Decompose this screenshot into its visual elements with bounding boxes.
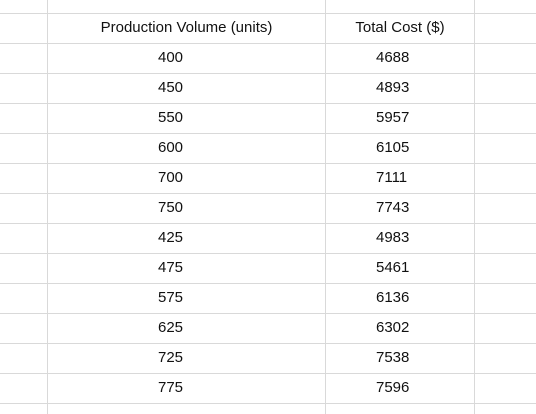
cell-total-cost[interactable]: 6302 xyxy=(376,319,410,336)
row-divider xyxy=(0,283,536,284)
header-production-volume[interactable]: Production Volume (units) xyxy=(100,19,273,36)
cell-production-volume[interactable]: 700 xyxy=(158,169,184,186)
row-divider xyxy=(0,73,536,74)
cell-total-cost[interactable]: 7743 xyxy=(376,199,410,216)
row-divider xyxy=(0,193,536,194)
column-divider xyxy=(474,0,475,414)
cell-total-cost[interactable]: 4688 xyxy=(376,49,410,66)
row-divider xyxy=(0,163,536,164)
cell-production-volume[interactable]: 400 xyxy=(158,49,184,66)
cell-total-cost[interactable]: 4893 xyxy=(376,79,410,96)
cell-production-volume[interactable]: 575 xyxy=(158,289,184,306)
cell-total-cost[interactable]: 6105 xyxy=(376,139,410,156)
cell-production-volume[interactable]: 425 xyxy=(158,229,184,246)
cell-total-cost[interactable]: 7538 xyxy=(376,349,410,366)
cell-production-volume[interactable]: 450 xyxy=(158,79,184,96)
row-divider xyxy=(0,103,536,104)
cell-production-volume[interactable]: 550 xyxy=(158,109,184,126)
row-divider xyxy=(0,253,536,254)
cell-total-cost[interactable]: 4983 xyxy=(376,229,410,246)
cell-total-cost[interactable]: 7596 xyxy=(376,379,410,396)
row-divider xyxy=(0,343,536,344)
cell-production-volume[interactable]: 600 xyxy=(158,139,184,156)
header-total-cost[interactable]: Total Cost ($) xyxy=(355,19,445,36)
cell-production-volume[interactable]: 775 xyxy=(158,379,184,396)
row-divider xyxy=(0,403,536,404)
cell-production-volume[interactable]: 625 xyxy=(158,319,184,336)
cell-total-cost[interactable]: 5957 xyxy=(376,109,410,126)
cell-production-volume[interactable]: 475 xyxy=(158,259,184,276)
column-divider xyxy=(325,0,326,414)
row-divider xyxy=(0,43,536,44)
cell-total-cost[interactable]: 7111 xyxy=(376,169,408,186)
cell-total-cost[interactable]: 6136 xyxy=(376,289,410,306)
row-divider xyxy=(0,133,536,134)
cell-total-cost[interactable]: 5461 xyxy=(376,259,410,276)
row-divider xyxy=(0,13,536,14)
cell-production-volume[interactable]: 750 xyxy=(158,199,184,216)
row-divider xyxy=(0,373,536,374)
cell-production-volume[interactable]: 725 xyxy=(158,349,184,366)
row-divider xyxy=(0,313,536,314)
column-divider xyxy=(47,0,48,414)
row-divider xyxy=(0,223,536,224)
